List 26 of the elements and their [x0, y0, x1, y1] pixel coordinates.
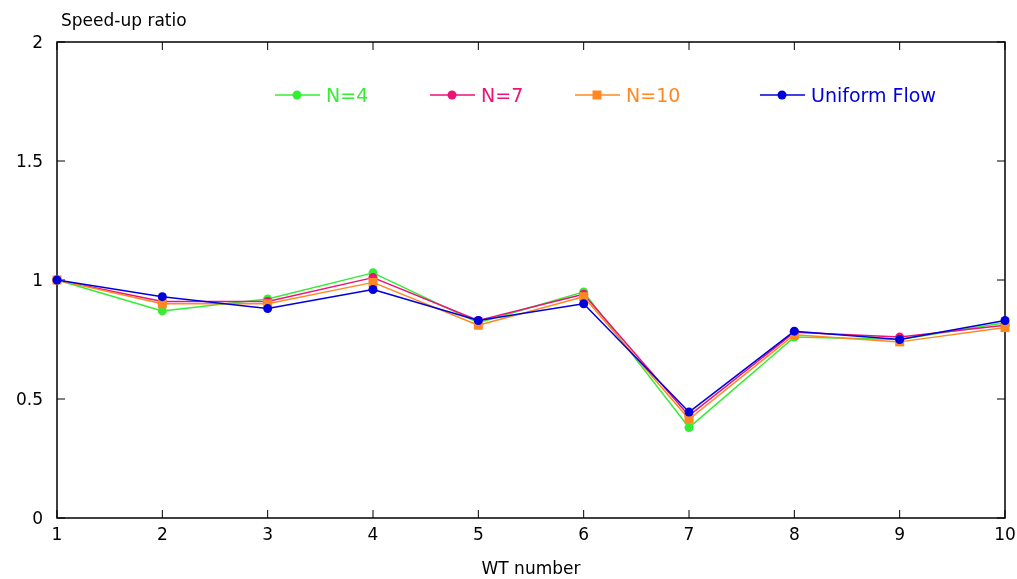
x-tick-label: 9 — [894, 524, 906, 544]
y-tick-label: 0.5 — [15, 389, 43, 409]
x-tick-label: 2 — [156, 524, 168, 544]
x-tick-label: 5 — [472, 524, 484, 544]
x-tick-label: 4 — [367, 524, 379, 544]
point — [263, 304, 273, 314]
legend-label: N=4 — [326, 84, 369, 106]
y-tick-label: 2 — [32, 32, 43, 52]
x-tick-label: 10 — [994, 524, 1016, 544]
y-axis-title: Speed-up ratio — [61, 10, 187, 30]
x-tick-label: 8 — [788, 524, 800, 544]
x-tick-label: 6 — [578, 524, 590, 544]
x-axis-title: WT number — [481, 558, 581, 578]
point — [684, 407, 694, 417]
x-tick-label: 1 — [51, 524, 63, 544]
point — [157, 292, 167, 302]
legend-label: N=10 — [626, 84, 681, 106]
point — [368, 285, 378, 295]
y-tick-label: 1 — [32, 270, 43, 290]
x-tick-label: 7 — [683, 524, 695, 544]
point — [579, 299, 589, 309]
y-tick-label: 1.5 — [15, 151, 43, 171]
y-tick-label: 0 — [32, 508, 43, 528]
legend-label: N=7 — [481, 84, 524, 106]
legend-label: Uniform Flow — [811, 84, 936, 106]
x-tick-label: 3 — [262, 524, 274, 544]
